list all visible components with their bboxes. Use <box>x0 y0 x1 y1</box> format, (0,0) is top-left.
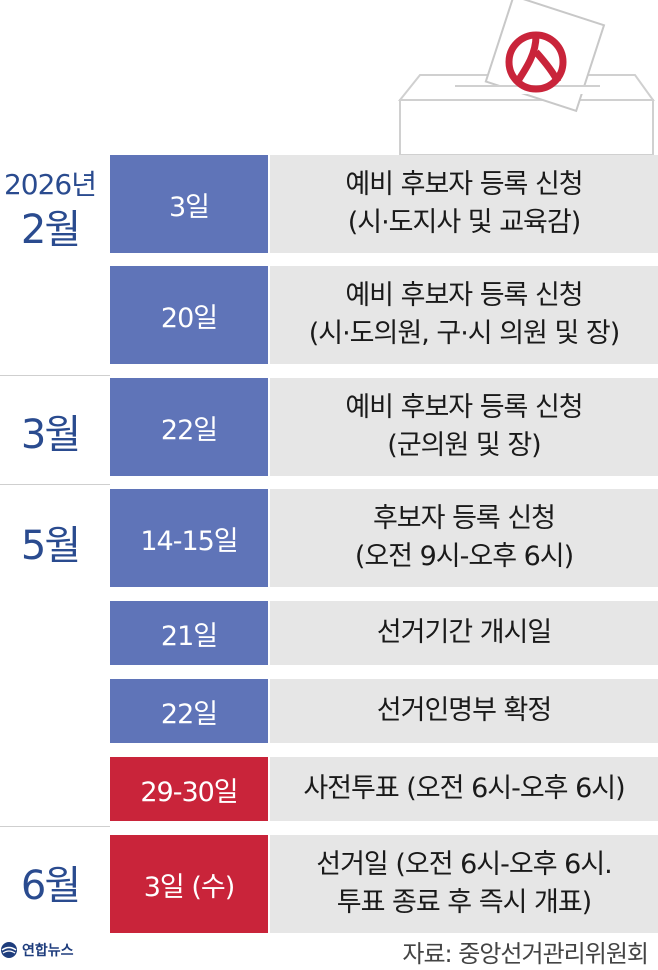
vote-stamp-icon <box>505 31 567 93</box>
schedule-date: 21일 <box>110 601 268 665</box>
month-divider <box>0 826 110 827</box>
schedule-description-line: (오전 9시-오후 6시) <box>354 541 574 572</box>
schedule-date: 14-15일 <box>110 489 268 587</box>
schedule-date: 20일 <box>110 266 268 364</box>
schedule-date: 29-30일 <box>110 757 268 821</box>
schedule-date: 3일 (수) <box>110 835 268 933</box>
schedule-date: 22일 <box>110 378 268 476</box>
schedule-description-line: (시·도지사 및 교육감) <box>347 207 582 238</box>
ballot-box-icon <box>397 0 655 155</box>
schedule-description-line: (시·도의원, 구·시 의원 및 장) <box>308 318 621 349</box>
month-label-jun: 6월 <box>20 863 81 909</box>
month-divider <box>0 484 110 485</box>
month-label-feb: 2월 <box>20 207 81 253</box>
schedule-description: 예비 후보자 등록 신청 (시·도의원, 구·시 의원 및 장) <box>270 266 658 364</box>
schedule-date: 22일 <box>110 679 268 743</box>
month-label-may: 5월 <box>20 523 81 569</box>
schedule-description-line: 선거일 (오전 6시-오후 6시. <box>316 849 613 880</box>
schedule-description: 예비 후보자 등록 신청 (군의원 및 장) <box>270 378 658 476</box>
schedule-description-line: (군의원 및 장) <box>387 430 541 461</box>
schedule-description-line: 예비 후보자 등록 신청 <box>345 280 583 311</box>
schedule-description-line: 예비 후보자 등록 신청 <box>345 169 583 200</box>
month-label-mar: 3월 <box>20 412 81 458</box>
month-divider <box>0 375 110 376</box>
schedule-description-line: 선거인명부 확정 <box>376 695 552 726</box>
schedule-date: 3일 <box>110 155 268 253</box>
globe-icon <box>1 942 17 958</box>
schedule-description: 사전투표 (오전 6시-오후 6시) <box>270 757 658 821</box>
schedule-description: 선거인명부 확정 <box>270 679 658 743</box>
schedule-description-line: 사전투표 (오전 6시-오후 6시) <box>303 773 625 804</box>
source-credit: 자료: 중앙선거관리위원회 <box>402 940 649 968</box>
schedule-description-line: 투표 종료 후 즉시 개표) <box>336 887 592 918</box>
schedule-description-line: 선거기간 개시일 <box>376 617 552 648</box>
logo-text: 연합뉴스 <box>22 943 74 959</box>
yonhap-logo: 연합뉴스 <box>0 940 74 960</box>
schedule-description-line: 후보자 등록 신청 <box>372 503 556 534</box>
schedule-description: 예비 후보자 등록 신청 (시·도지사 및 교육감) <box>270 155 658 253</box>
year-label: 2026년 <box>3 168 97 201</box>
schedule-description-line: 예비 후보자 등록 신청 <box>345 392 583 423</box>
schedule-description: 후보자 등록 신청 (오전 9시-오후 6시) <box>270 489 658 587</box>
schedule-description: 선거일 (오전 6시-오후 6시. 투표 종료 후 즉시 개표) <box>270 835 658 933</box>
schedule-description: 선거기간 개시일 <box>270 601 658 665</box>
